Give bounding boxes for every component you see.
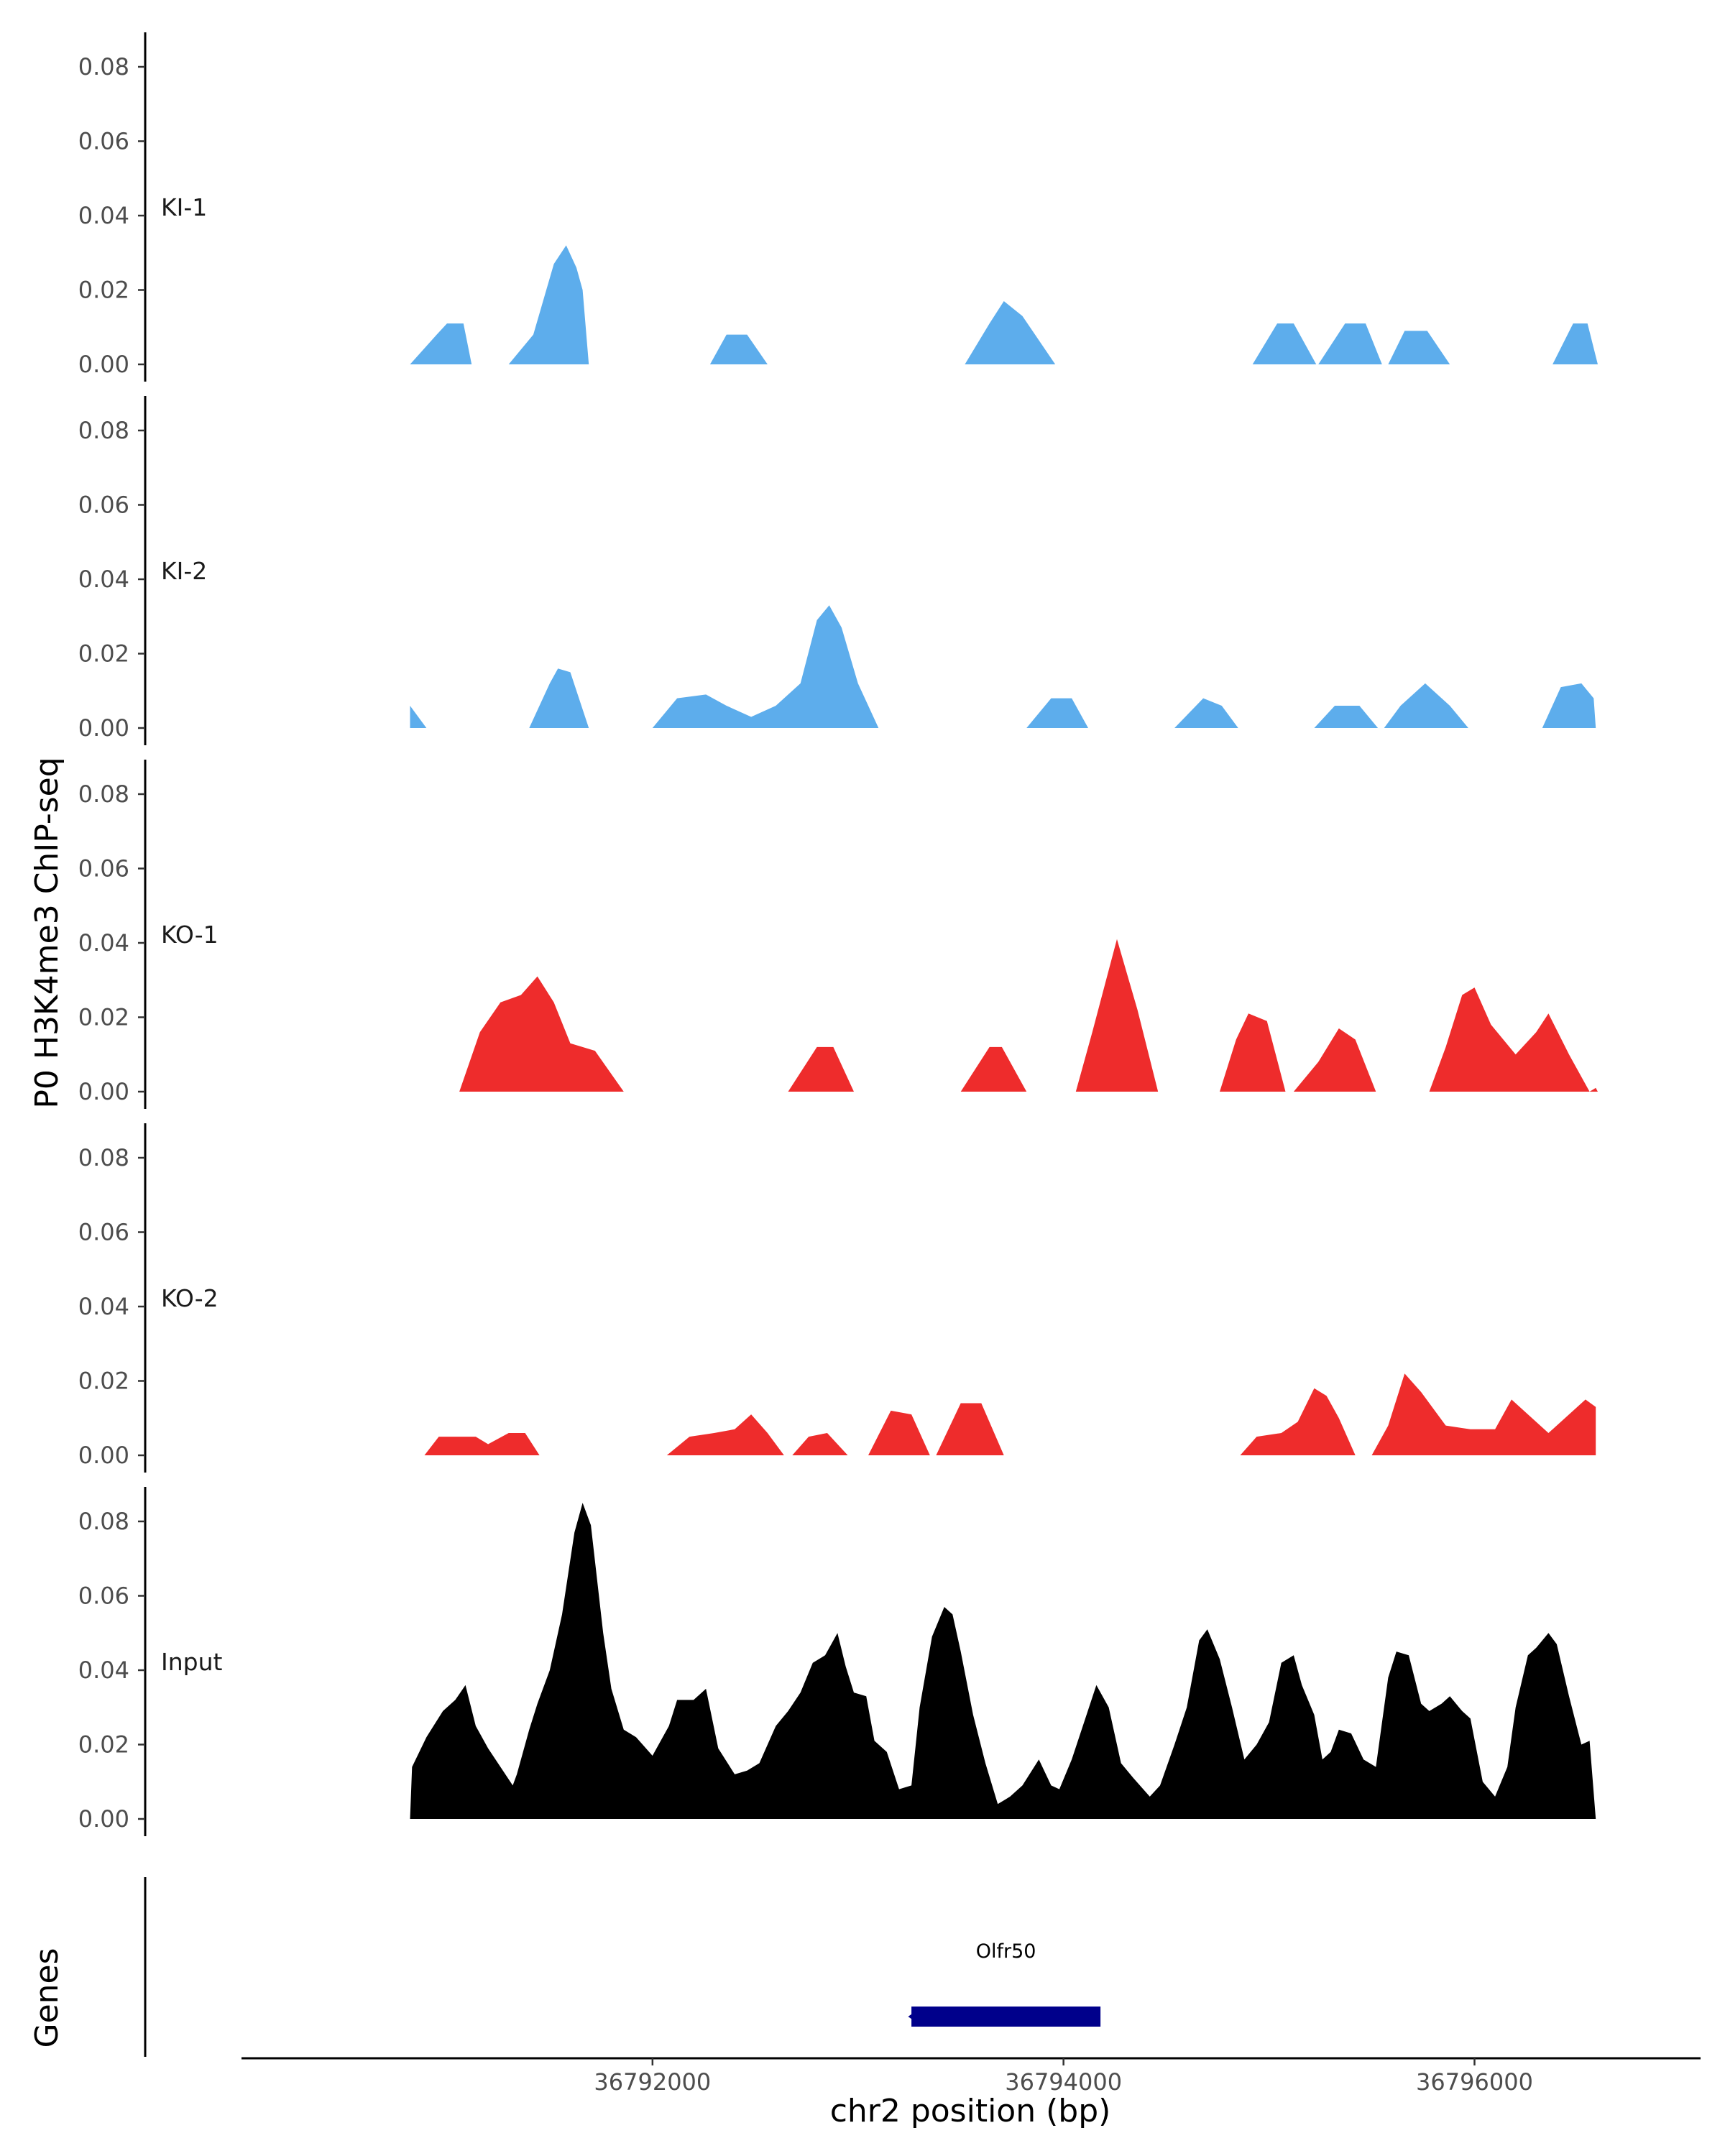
y-tick-label: 0.08 <box>78 780 129 808</box>
y-tick-label: 0.06 <box>78 855 129 883</box>
y-tick-label: 0.00 <box>78 1442 129 1469</box>
y-tick-label: 0.08 <box>78 53 129 80</box>
track-label: KI-1 <box>161 193 207 221</box>
y-tick-label: 0.00 <box>78 714 129 742</box>
track-ko-1: 0.00 0.02 0.04 0.06 0.08 KO-1 <box>78 760 1598 1109</box>
gene-body <box>911 2007 1101 2027</box>
y-tick-label: 0.02 <box>78 640 129 668</box>
y-tick-label: 0.02 <box>78 1004 129 1031</box>
signal-area <box>459 939 1598 1092</box>
y-axis-title: P0 H3K4me3 ChIP-seq <box>29 757 65 1108</box>
y-tick-label: 0.08 <box>78 417 129 444</box>
track-ki-1: 0.00 0.02 0.04 0.06 0.08 KI-1 <box>78 32 1598 382</box>
x-axis: chr2 position (bp) 36792000 36794000 36796… <box>242 2057 1701 2129</box>
track-ki-2: 0.00 0.02 0.04 0.06 0.08 KI-2 <box>78 396 1596 745</box>
gene-label: Olfr50 <box>976 1940 1036 1963</box>
track-label: KO-2 <box>161 1284 218 1312</box>
y-tick-label: 0.04 <box>78 929 129 957</box>
x-tick-label: 36794000 <box>1005 2068 1122 2096</box>
track-label: Input <box>161 1648 223 1676</box>
signal-area <box>410 605 1596 728</box>
signal-area <box>410 1503 1596 1819</box>
track-input: 0.00 0.02 0.04 0.06 0.08 Input <box>78 1487 1596 1836</box>
y-tick-label: 0.02 <box>78 1368 129 1395</box>
y-tick-label: 0.06 <box>78 492 129 519</box>
y-tick-label: 0.04 <box>78 566 129 593</box>
x-tick-label: 36792000 <box>594 2068 711 2096</box>
y-tick-label: 0.02 <box>78 1731 129 1759</box>
y-tick-label: 0.08 <box>78 1508 129 1535</box>
y-tick-label: 0.06 <box>78 1219 129 1246</box>
y-tick-label: 0.00 <box>78 1078 129 1105</box>
track-ko-2: 0.00 0.02 0.04 0.06 0.08 KO-2 <box>78 1123 1596 1473</box>
x-axis-title: chr2 position (bp) <box>830 2093 1111 2129</box>
y-tick-label: 0.08 <box>78 1144 129 1171</box>
genes-track: Genes Olfr50 <box>29 1877 1101 2057</box>
signal-tracks: 0.00 0.02 0.04 0.06 0.08 KI-1 0.00 0.02 0.04 0.06… <box>78 32 1598 1836</box>
x-tick-label: 36796000 <box>1416 2068 1533 2096</box>
y-tick-label: 0.04 <box>78 1657 129 1684</box>
y-tick-label: 0.00 <box>78 351 129 378</box>
track-label: KO-1 <box>161 921 218 949</box>
y-tick-label: 0.00 <box>78 1805 129 1833</box>
strand-arrow-icon <box>908 2010 918 2023</box>
signal-area <box>410 245 1598 364</box>
y-tick-label: 0.06 <box>78 128 129 155</box>
y-tick-label: 0.06 <box>78 1583 129 1610</box>
signal-area <box>424 1373 1596 1455</box>
y-tick-label: 0.02 <box>78 277 129 304</box>
y-tick-label: 0.04 <box>78 202 129 229</box>
y-tick-label: 0.04 <box>78 1293 129 1320</box>
genes-track-title: Genes <box>29 1948 65 2047</box>
track-label: KI-2 <box>161 557 207 585</box>
